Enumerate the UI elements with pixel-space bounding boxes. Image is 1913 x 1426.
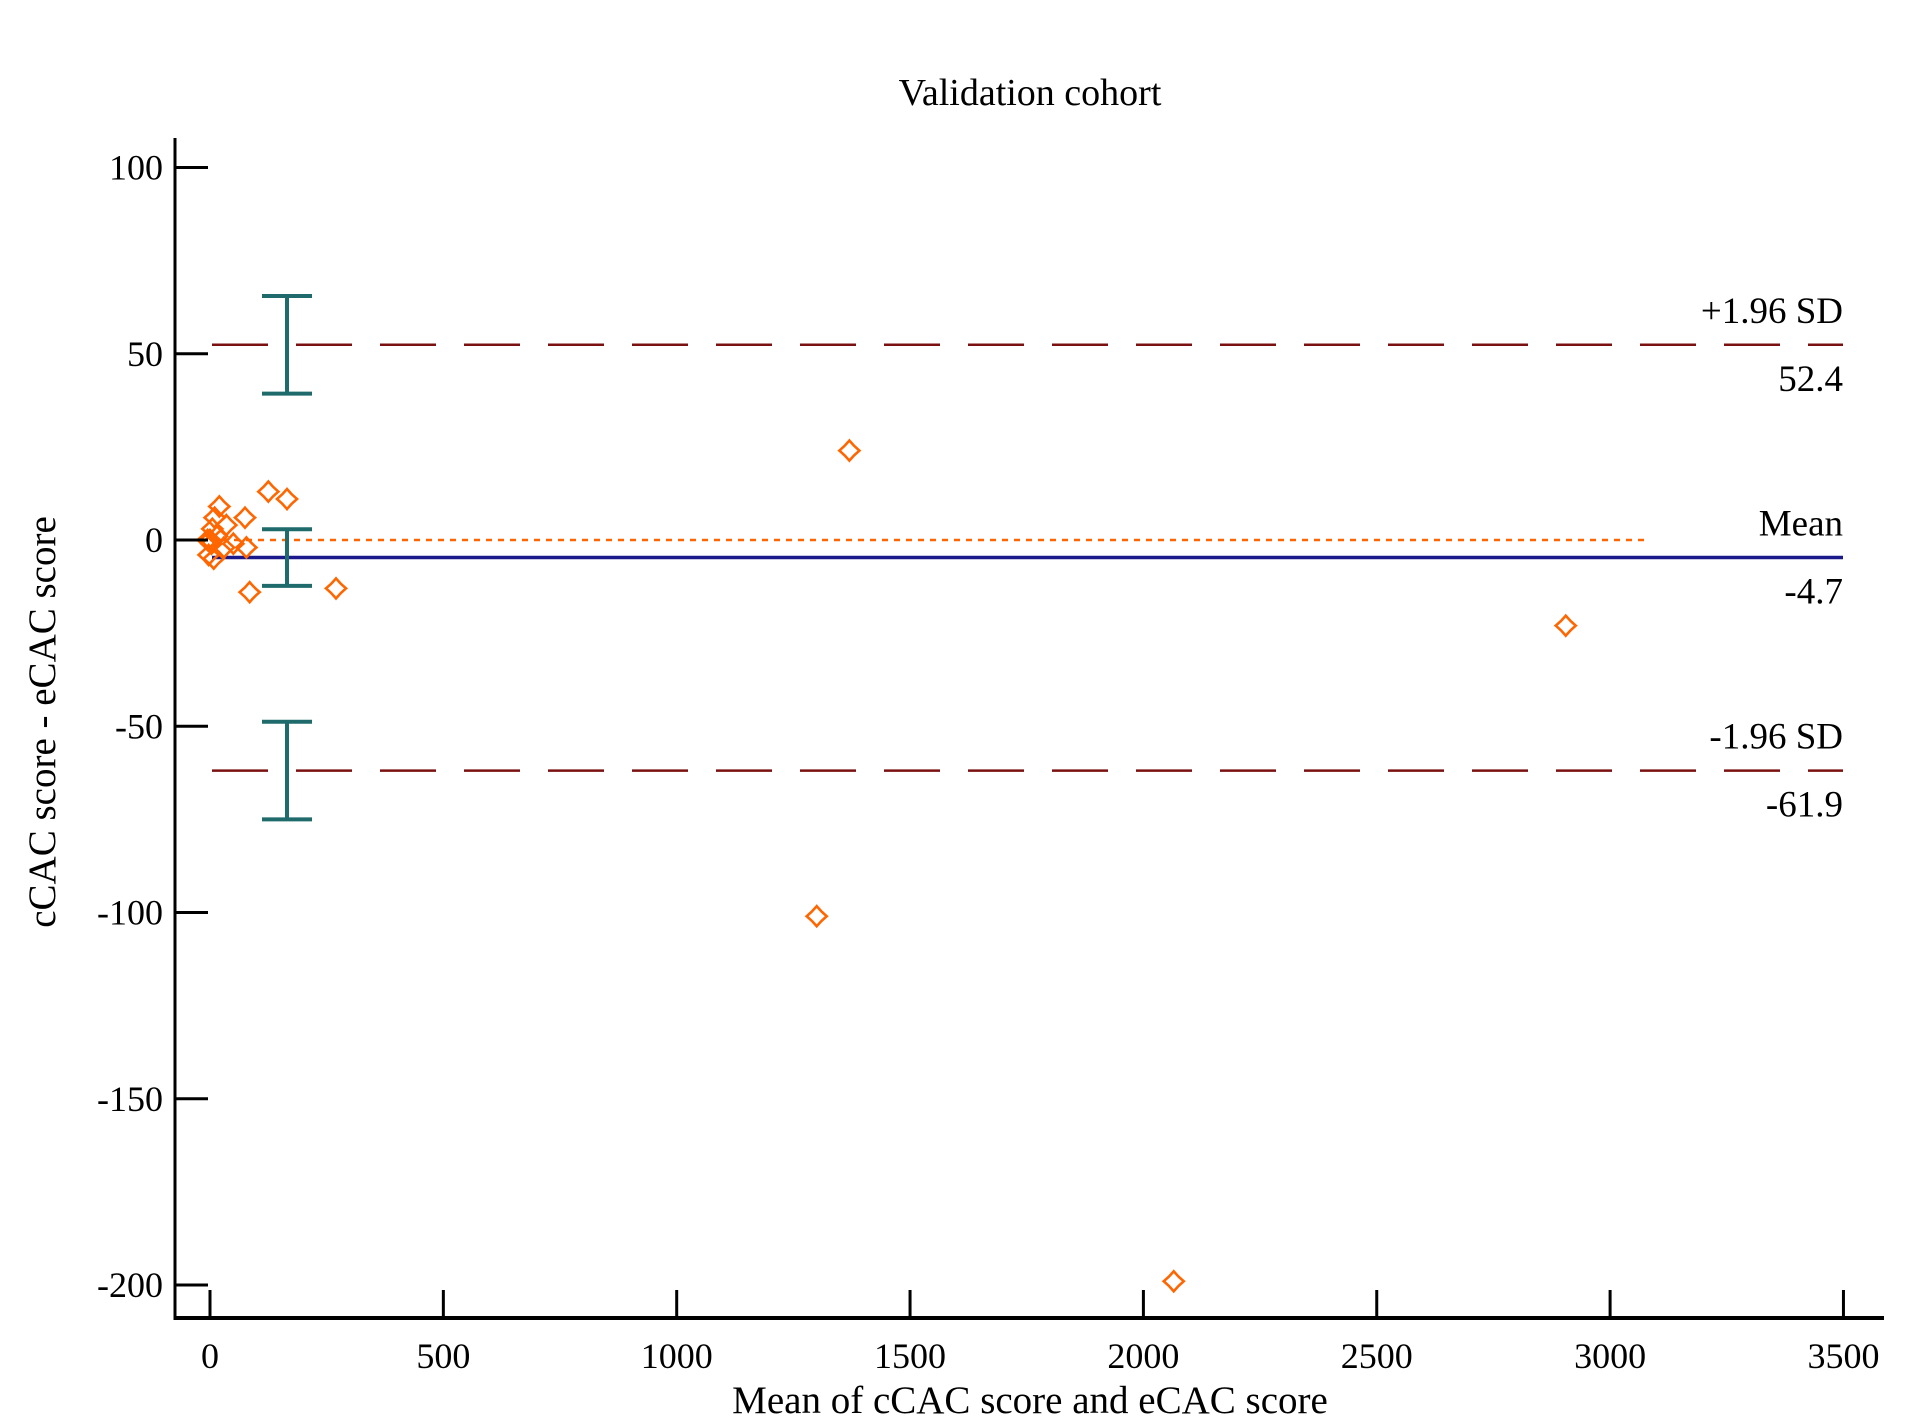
reference-labels-layer: +1.96 SD 52.4 Mean -4.7 -1.96 SD -61.9: [1701, 291, 1843, 826]
y-axis-label: cCAC score - eCAC score: [21, 516, 64, 928]
data-point: [804, 904, 829, 929]
x-tick-label: 3000: [1574, 1336, 1646, 1376]
y-tick-label: -150: [97, 1079, 163, 1119]
plot-layers: +1.96 SD 52.4 Mean -4.7 -1.96 SD -61.9: [195, 291, 1843, 1294]
x-tick-label: 0: [201, 1336, 219, 1376]
upper-value-label: 52.4: [1778, 359, 1843, 400]
data-point: [234, 535, 259, 560]
data-points-layer: [195, 438, 1578, 1294]
mean-value-label: -4.7: [1784, 572, 1843, 613]
data-point: [237, 580, 262, 605]
lower-label: -1.96 SD: [1709, 717, 1843, 758]
limits-of-agreement-layer: [212, 343, 1843, 772]
lower-value-label: -61.9: [1766, 785, 1843, 826]
data-point: [323, 576, 349, 601]
x-ticks: 0 500 1000 1500 2000 2500 3000 3500: [201, 1290, 1879, 1376]
data-point: [1161, 1269, 1186, 1294]
y-tick-label: -100: [97, 893, 163, 933]
y-tick-label: 50: [127, 334, 163, 374]
y-tick-label: -200: [97, 1265, 163, 1305]
y-tick-label: 0: [145, 520, 163, 560]
ci-bar-mean: [262, 527, 313, 588]
upper-label: +1.96 SD: [1701, 291, 1843, 332]
x-tick-label: 3500: [1807, 1336, 1879, 1376]
chart-title: Validation cohort: [899, 72, 1162, 114]
y-tick-label: 100: [109, 148, 163, 188]
x-tick-label: 2500: [1341, 1336, 1413, 1376]
data-point: [274, 486, 300, 512]
ci-bar-upper_loa: [262, 294, 313, 396]
confidence-interval-layer: [262, 294, 313, 822]
data-point: [837, 438, 862, 463]
y-tick-label: -50: [115, 706, 163, 746]
mean-label: Mean: [1759, 504, 1843, 545]
data-point: [1553, 613, 1578, 638]
y-ticks: 100 50 0 -50 -100 -150 -200: [97, 148, 208, 1305]
x-axis-label: Mean of cCAC score and eCAC score: [732, 1379, 1328, 1422]
data-point: [256, 479, 281, 504]
data-point: [200, 516, 225, 541]
data-point: [232, 505, 258, 530]
ci-bar-lower_loa: [262, 719, 313, 822]
data-point: [201, 546, 226, 571]
x-tick-label: 500: [416, 1336, 470, 1376]
x-tick-label: 1500: [874, 1336, 946, 1376]
x-tick-label: 2000: [1107, 1336, 1179, 1376]
axes: [173, 138, 1884, 1320]
x-tick-label: 1000: [641, 1336, 713, 1376]
data-point: [207, 494, 232, 519]
data-point: [197, 527, 223, 553]
